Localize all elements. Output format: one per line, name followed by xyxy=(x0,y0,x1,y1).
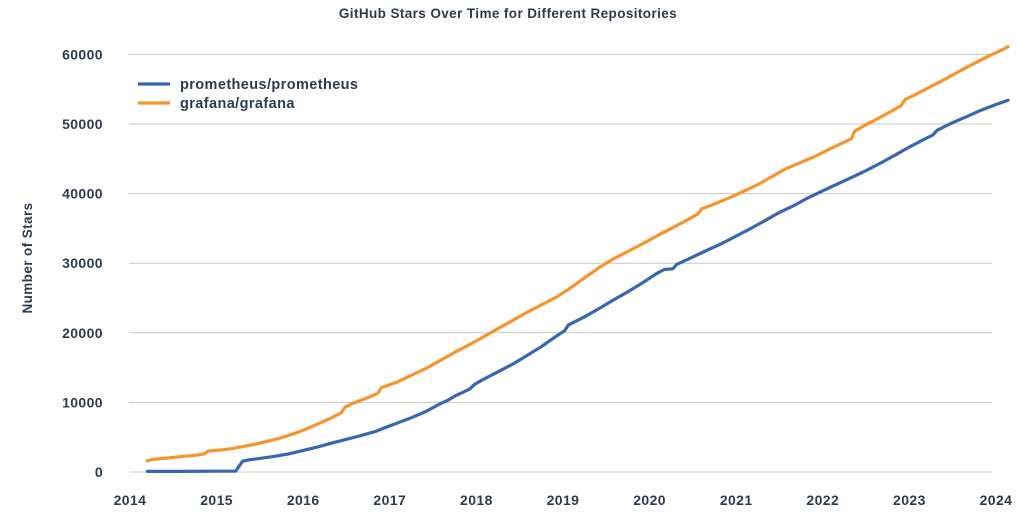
x-tick-label: 2019 xyxy=(547,492,580,508)
x-axis-tick-labels: 2014 2015 2016 2017 2018 2019 2020 2021 2022 2023… xyxy=(114,492,1013,508)
legend-label-prometheus: prometheus/prometheus xyxy=(180,77,358,93)
legend-label-grafana: grafana/grafana xyxy=(180,96,295,112)
line-grafana xyxy=(145,45,1010,463)
chart-title: GitHub Stars Over Time for Different Rep… xyxy=(339,6,677,21)
y-axis-title: Number of Stars xyxy=(20,202,35,313)
x-tick-label: 2017 xyxy=(373,492,406,508)
y-tick-label: 0 xyxy=(95,464,103,480)
y-tick-label: 10000 xyxy=(62,394,103,410)
gridlines xyxy=(129,53,992,473)
legend: prometheus/prometheus grafana/grafana xyxy=(138,77,358,112)
x-tick-label: 2018 xyxy=(460,492,493,508)
y-tick-label: 50000 xyxy=(62,116,103,132)
x-tick-label: 2021 xyxy=(720,492,753,508)
data-series xyxy=(145,45,1010,473)
x-tick-label: 2014 xyxy=(114,492,147,508)
y-tick-label: 40000 xyxy=(62,186,103,202)
line-prometheus xyxy=(145,98,1010,473)
x-tick-label: 2022 xyxy=(806,492,839,508)
y-tick-label: 30000 xyxy=(62,255,103,271)
y-tick-label: 60000 xyxy=(62,46,103,62)
y-tick-label: 20000 xyxy=(62,325,103,341)
x-tick-label: 2015 xyxy=(200,492,233,508)
x-tick-label: 2016 xyxy=(287,492,320,508)
x-tick-label: 2024 xyxy=(980,492,1013,508)
x-tick-label: 2020 xyxy=(633,492,666,508)
x-tick-label: 2023 xyxy=(893,492,926,508)
y-axis-tick-labels: 0 10000 20000 30000 40000 50000 60000 xyxy=(62,46,103,480)
